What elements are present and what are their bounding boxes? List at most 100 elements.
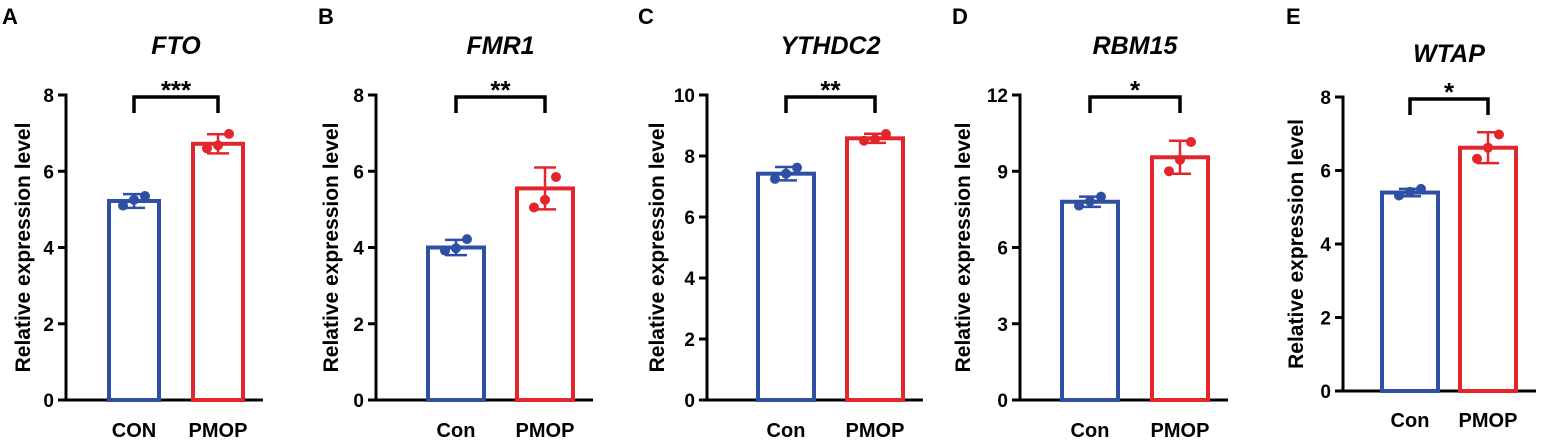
y-tick-label: 8 (684, 147, 695, 168)
y-tick-label: 4 (353, 239, 364, 260)
y-tick-label: 10 (674, 86, 695, 107)
data-point-con (118, 200, 128, 211)
y-tick-label: 0 (684, 391, 695, 412)
bar-con (756, 171, 816, 402)
data-point-pmop (1186, 137, 1196, 148)
y-tick-label: 0 (997, 391, 1008, 412)
y-tick-label: 8 (353, 86, 364, 107)
x-category-label: PMOP (1459, 410, 1518, 432)
x-category-label: PMOP (846, 420, 905, 440)
significance-bracket (784, 95, 877, 113)
chart-title: YTHDC2 (780, 32, 880, 60)
bar-con (426, 245, 486, 402)
y-tick-label: 3 (997, 315, 1008, 336)
data-point-con (1085, 196, 1095, 207)
panel-letter: D (952, 4, 968, 29)
x-category-label: CON (112, 420, 156, 440)
y-tick-label: 4 (43, 239, 54, 260)
data-point-pmop (1494, 129, 1504, 140)
y-tick-label: 6 (684, 208, 695, 229)
data-point-con (1394, 190, 1404, 201)
y-tick-label: 6 (353, 162, 364, 183)
data-point-pmop (1472, 153, 1482, 164)
y-tick-label: 0 (353, 391, 364, 412)
significance-stars: ** (490, 75, 511, 105)
y-axis-label: Relative expression level (12, 123, 35, 373)
significance-bracket (132, 95, 220, 113)
y-tick-label: 6 (1320, 162, 1331, 183)
data-point-pmop (859, 135, 869, 146)
bar-con (1380, 190, 1440, 393)
data-point-con (1416, 183, 1426, 194)
data-point-pmop (1164, 166, 1174, 177)
y-tick-label: 6 (43, 162, 54, 183)
significance-stars: ** (820, 75, 841, 105)
chart-panel-c: C YTHDC2 Relative expression level 0 2 4 6 8 10 C… (638, 4, 923, 440)
panel-letter: A (2, 4, 18, 29)
y-axis-label: Relative expression level (1285, 119, 1308, 369)
chart-title: WTAP (1413, 40, 1485, 68)
bar-con (1060, 199, 1120, 402)
y-tick-label: 4 (684, 269, 695, 290)
chart-title: FMR1 (466, 32, 534, 60)
bar-pmop (515, 186, 575, 402)
y-tick-label: 2 (43, 315, 54, 336)
data-point-pmop (870, 134, 880, 145)
significance-bracket (1088, 95, 1182, 113)
significance-stars: *** (161, 75, 192, 105)
bar-pmop (1150, 155, 1210, 402)
data-point-con (129, 194, 139, 205)
data-point-con (462, 234, 472, 245)
data-point-con (770, 173, 780, 184)
x-category-label: PMOP (1151, 420, 1210, 440)
y-tick-label: 2 (353, 315, 364, 336)
x-category-label: Con (1391, 410, 1430, 432)
data-point-pmop (551, 171, 561, 182)
y-axis-label: Relative expression level (320, 123, 343, 373)
panel-letter: C (638, 4, 654, 29)
data-point-con (140, 191, 150, 202)
chart-title: RBM15 (1093, 32, 1179, 60)
significance-stars: * (1130, 75, 1141, 105)
x-category-label: Con (437, 420, 476, 440)
data-point-con (440, 245, 450, 256)
y-tick-label: 6 (997, 239, 1008, 260)
bar-con (107, 198, 161, 402)
y-tick-label: 0 (43, 391, 54, 412)
data-point-pmop (540, 194, 550, 205)
x-category-label: PMOP (189, 420, 248, 440)
x-category-label: Con (1071, 420, 1110, 440)
significance-bracket (1408, 97, 1490, 115)
chart-panel-a: A FTO Relative expression level 0 2 4 6 8 CON PMO… (2, 4, 263, 440)
chart-panel-e: E WTAP Relative expression level 0 2 4 6 8 Con PM… (1285, 4, 1536, 432)
data-point-con (1405, 186, 1415, 197)
y-tick-label: 8 (1320, 88, 1331, 109)
chart-panel-d: D RBM15 Relative expression level 0 3 6 9 12 Con… (952, 4, 1228, 440)
data-point-pmop (202, 143, 212, 154)
significance-stars: * (1444, 77, 1455, 107)
y-tick-label: 4 (1320, 235, 1331, 256)
y-tick-label: 8 (43, 86, 54, 107)
data-point-con (1096, 191, 1106, 202)
data-point-pmop (1483, 142, 1493, 153)
bar-pmop (1458, 145, 1518, 393)
y-tick-label: 2 (1320, 309, 1331, 330)
panel-letter: E (1286, 4, 1301, 29)
data-point-pmop (529, 202, 539, 213)
y-axis-label: Relative expression level (646, 123, 669, 373)
bar-pmop (845, 136, 905, 402)
y-axis-label: Relative expression level (952, 123, 975, 373)
y-tick-label: 2 (684, 330, 695, 351)
y-tick-label: 9 (997, 162, 1008, 183)
x-category-label: PMOP (516, 420, 575, 440)
y-tick-label: 12 (987, 86, 1008, 107)
data-point-pmop (1175, 154, 1185, 165)
panel-letter: B (318, 4, 334, 29)
chart-title: FTO (151, 32, 201, 60)
data-point-con (792, 162, 802, 173)
data-point-pmop (213, 140, 223, 151)
x-category-label: Con (767, 420, 806, 440)
bar-pmop (191, 141, 245, 403)
chart-panel-b: B FMR1 Relative expression level 0 2 4 6 8 Con PM… (318, 4, 593, 440)
